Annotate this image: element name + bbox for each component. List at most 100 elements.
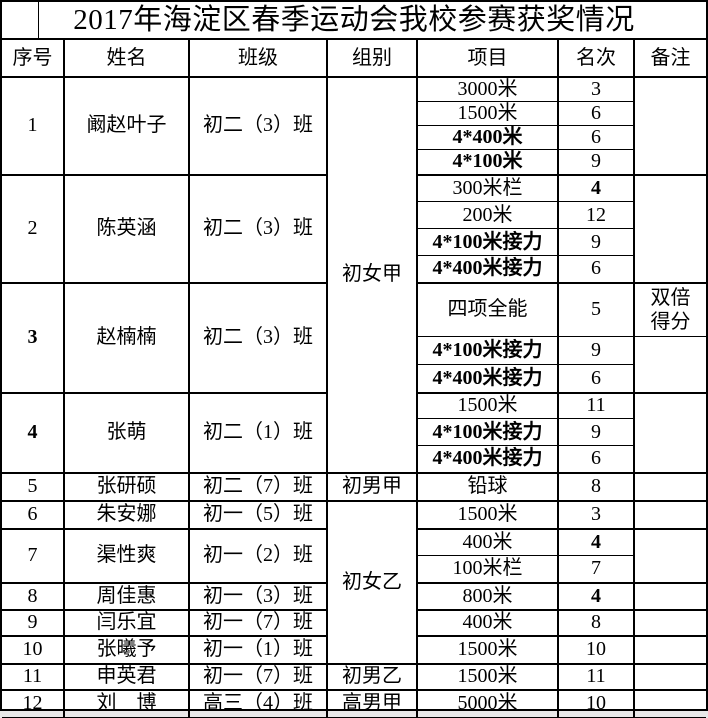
remark-cell [633, 471, 706, 501]
name-cell: 张萌 [63, 391, 190, 473]
header-name: 姓名 [63, 40, 190, 78]
event-cell: 800米 [416, 581, 559, 610]
table-row: 1 阚赵叶子 初二（3）班 初女甲 3000米 3 [2, 76, 706, 473]
event-cell: 1500米 [417, 101, 559, 126]
name-cell: 申英君 [63, 662, 190, 690]
event-cell: 4*400米接力 [417, 364, 559, 393]
table-row: 4*400米接力 6 [2, 364, 706, 393]
serial-cell: 12 [2, 688, 65, 718]
class-cell: 初二（1）班 [188, 391, 328, 473]
event-cell: 1500米 [416, 634, 559, 664]
group-cell: 初女甲 [326, 76, 418, 473]
rank-cell: 8 [557, 471, 635, 501]
table-row: 12 刘 博 高三（4）班 高男甲 5000米 10 [2, 688, 706, 718]
event-cell: 5000米 [416, 688, 559, 718]
table-row: 1500米 6 [2, 101, 706, 126]
event-cell: 四项全能 [416, 281, 559, 337]
remark-cell [633, 634, 706, 664]
table-row: 6 朱安娜 初一（5）班 初女乙 1500米 3 [2, 499, 706, 664]
serial-cell: 3 [2, 281, 65, 393]
rank-cell: 11 [557, 391, 635, 419]
rank-cell: 9 [557, 418, 634, 446]
remark-cell [633, 173, 706, 283]
header-rank: 名次 [557, 40, 635, 78]
name-cell: 张研硕 [63, 471, 190, 501]
event-cell: 4*400米 [417, 125, 559, 150]
rank-cell: 4 [557, 173, 635, 202]
event-cell: 4*400米接力 [417, 255, 559, 283]
table-row: 5 张研硕 初二（7）班 初男甲 铅球 8 [2, 471, 706, 501]
event-cell: 4*100米接力 [417, 336, 559, 365]
event-cell: 4*400米接力 [417, 445, 559, 473]
remark-cell [633, 76, 706, 175]
event-cell: 4*100米接力 [417, 418, 559, 446]
table-row: 2 陈英涵 初二（3）班 300米栏 4 [2, 173, 706, 283]
table-row: 200米 12 [2, 201, 706, 229]
rank-cell: 3 [557, 76, 635, 102]
event-cell: 3000米 [416, 76, 559, 102]
table-row: 4*100米接力 9 [2, 418, 706, 446]
name-cell: 闫乐宜 [63, 608, 190, 636]
remark-cell [633, 581, 706, 610]
header-serial: 序号 [2, 40, 65, 78]
class-cell: 初一（3）班 [188, 581, 328, 610]
rank-cell: 6 [557, 364, 634, 393]
rank-cell: 5 [557, 281, 635, 337]
rank-cell: 10 [557, 634, 635, 664]
rank-cell: 9 [557, 149, 634, 175]
table-row: 4*400米接力 6 [2, 445, 706, 473]
event-cell: 300米栏 [416, 173, 559, 202]
remark-cell [633, 662, 706, 690]
header-remark: 备注 [633, 40, 706, 78]
rank-cell: 4 [557, 527, 635, 556]
remark-cell [633, 391, 706, 473]
serial-cell: 2 [2, 173, 65, 283]
event-cell: 400米 [416, 527, 559, 556]
event-cell: 4*100米 [417, 149, 559, 175]
name-cell: 张曦予 [63, 634, 190, 664]
remark-cell: 双倍得分 [633, 281, 706, 337]
rank-cell: 4 [557, 581, 635, 610]
table-row: 3 赵楠楠 初二（3）班 四项全能 5 双倍得分 [2, 281, 706, 393]
event-cell: 100米栏 [417, 555, 559, 583]
class-cell: 初一（2）班 [188, 527, 328, 583]
rank-cell: 6 [557, 445, 634, 473]
class-cell: 初二（3）班 [188, 173, 328, 283]
header-event: 项目 [416, 40, 559, 78]
class-cell: 初二（3）班 [188, 76, 328, 175]
class-cell: 初一（7）班 [188, 608, 328, 636]
name-cell: 刘 博 [63, 688, 190, 718]
name-cell: 陈英涵 [63, 173, 190, 283]
table-row: 8 周佳惠 初一（3）班 800米 4 [2, 581, 706, 610]
class-cell: 初二（7）班 [188, 471, 328, 501]
serial-cell: 1 [2, 76, 65, 175]
name-cell: 渠性爽 [63, 527, 190, 583]
serial-cell: 9 [2, 608, 65, 636]
table-row: 4*100米 9 [2, 149, 706, 175]
rank-cell: 6 [557, 101, 634, 126]
page-title: 2017年海淀区春季运动会我校参赛获奖情况 [73, 4, 635, 36]
table-row: 4*100米接力 9 [2, 336, 706, 393]
rank-cell: 11 [557, 662, 635, 690]
rank-cell: 6 [557, 125, 634, 150]
class-cell: 初二（3）班 [188, 281, 328, 393]
table-row: 100米栏 7 [2, 555, 706, 583]
event-cell: 1500米 [416, 662, 559, 690]
table-row: 10 张曦予 初一（1）班 1500米 10 [2, 634, 706, 664]
remark-cell [633, 608, 706, 636]
name-cell: 阚赵叶子 [63, 76, 190, 175]
title-row: 2017年海淀区春季运动会我校参赛获奖情况 [2, 2, 706, 40]
rank-cell: 10 [557, 688, 635, 718]
event-cell: 1500米 [416, 499, 559, 529]
name-cell: 赵楠楠 [63, 281, 190, 393]
event-cell: 4*100米接力 [417, 228, 559, 256]
class-cell: 高三（4）班 [188, 688, 328, 718]
serial-cell: 4 [2, 391, 65, 473]
event-cell: 1500米 [416, 391, 559, 419]
name-cell: 朱安娜 [63, 499, 190, 529]
header-group: 组别 [326, 40, 418, 78]
class-cell: 初一（5）班 [188, 499, 328, 529]
rank-cell: 9 [557, 336, 635, 365]
group-cell: 初男乙 [326, 662, 418, 690]
serial-cell: 11 [2, 662, 65, 690]
